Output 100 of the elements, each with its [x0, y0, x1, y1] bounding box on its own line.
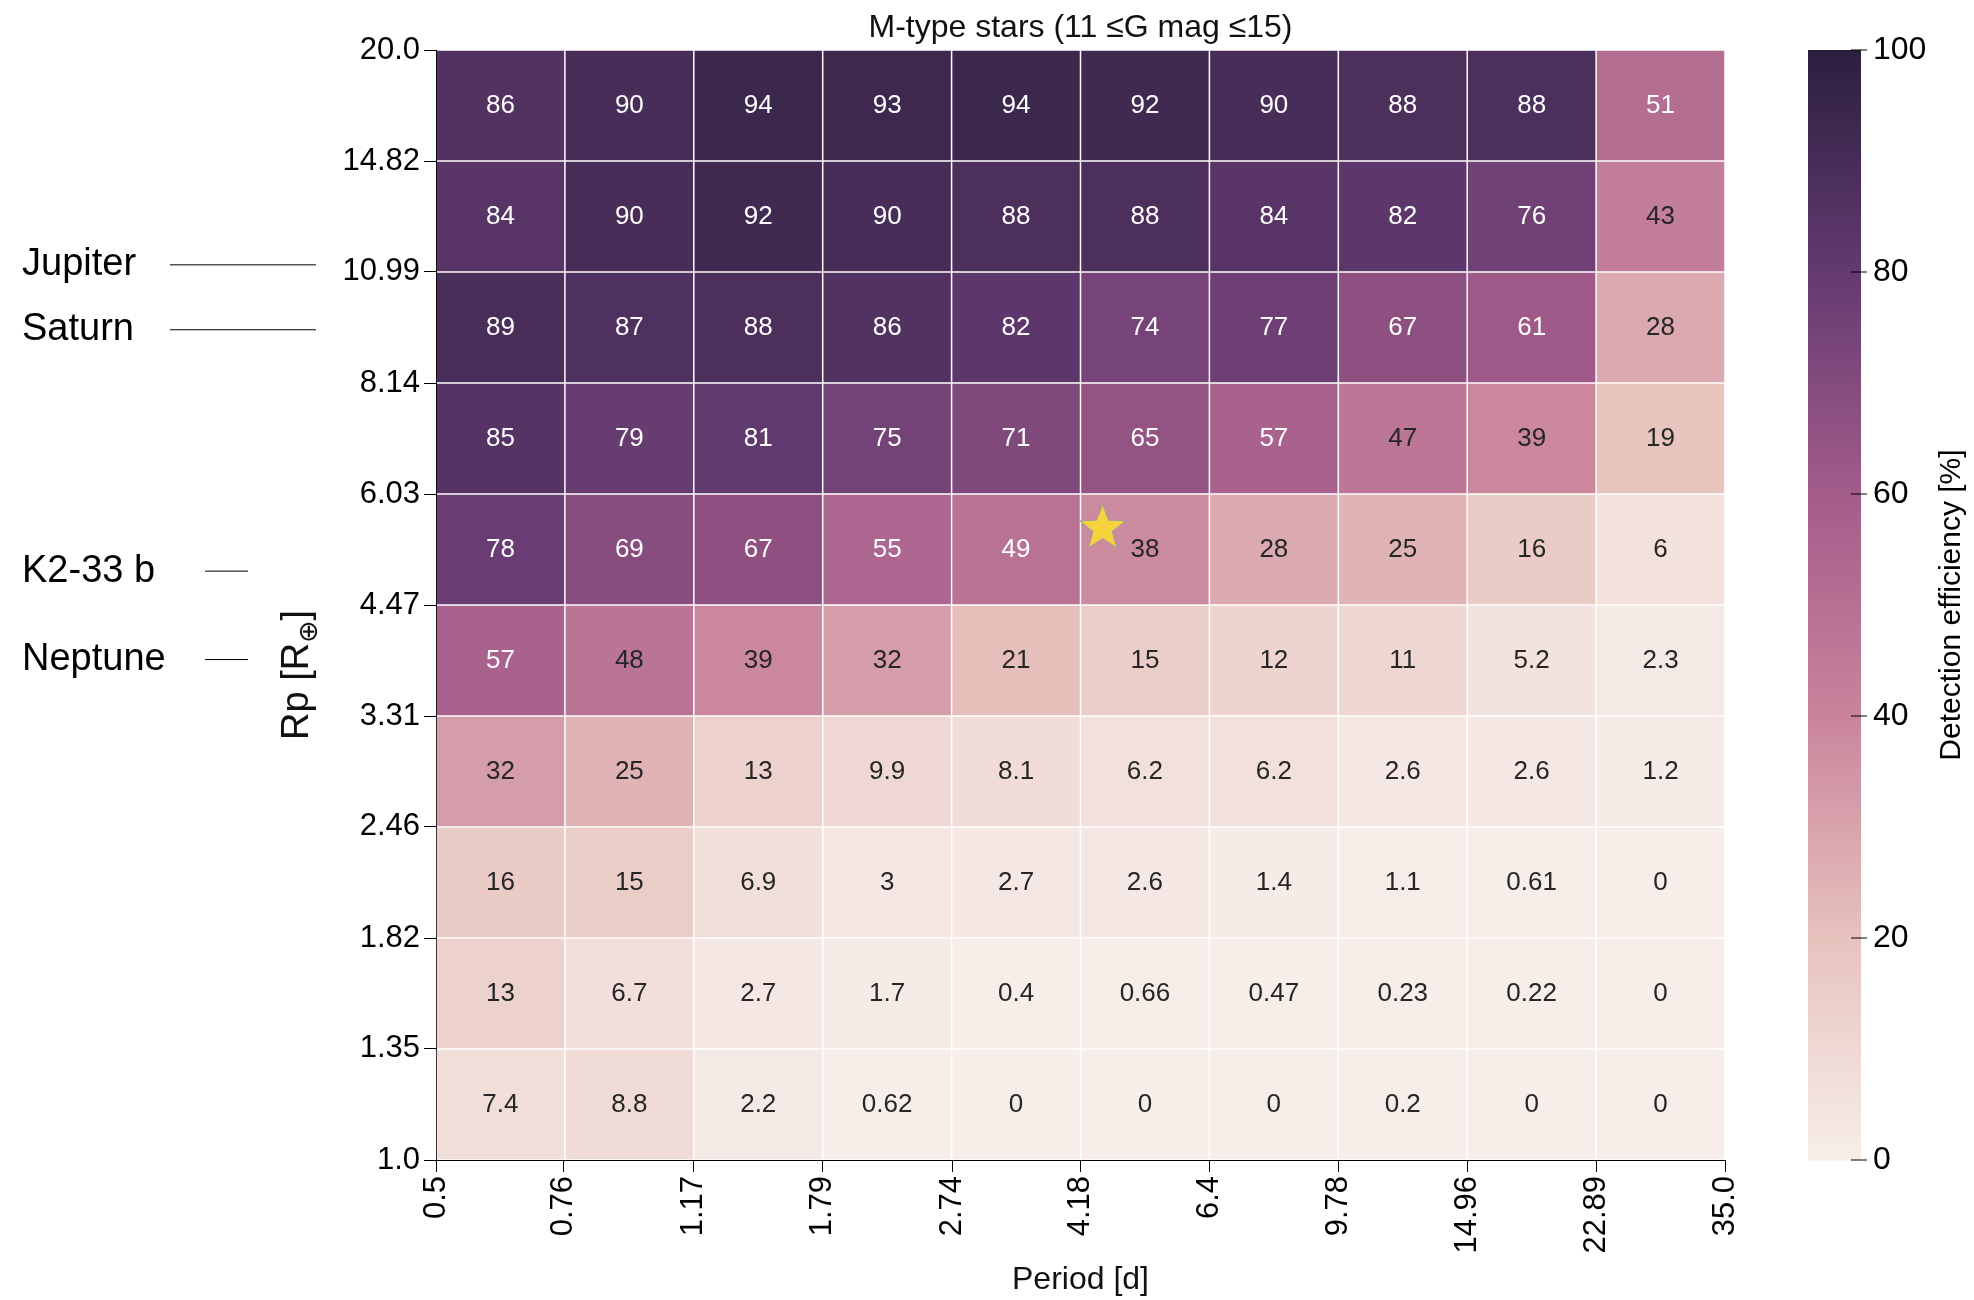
- data-label: 2.3: [1642, 643, 1679, 674]
- data-label: 0: [1266, 1087, 1282, 1118]
- data-label: 28: [1646, 310, 1676, 341]
- y-tick-label: 20.0: [359, 30, 420, 66]
- data-label: 67: [743, 532, 773, 563]
- x-tick-label: 0.76: [543, 1176, 579, 1237]
- y-tick-label: 2.46: [359, 807, 420, 843]
- data-label: 67: [1388, 310, 1418, 341]
- data-label: 2.7: [740, 976, 777, 1007]
- ref-line-label: Neptune: [22, 636, 166, 679]
- y-tick-label: 8.14: [359, 363, 420, 399]
- data-label: 89: [485, 310, 515, 341]
- data-label: 86: [485, 88, 515, 119]
- x-tick-label: 6.4: [1190, 1176, 1226, 1220]
- data-label: 6.2: [1126, 754, 1164, 785]
- y-tick-label: 3.31: [359, 697, 420, 733]
- data-label: 77: [1259, 310, 1289, 341]
- data-label: 16: [485, 865, 515, 896]
- data-label: 0: [1653, 865, 1668, 896]
- y-tick-label: 1.35: [359, 1029, 420, 1065]
- data-label: 90: [872, 199, 902, 230]
- data-label: 2.2: [740, 1087, 777, 1118]
- data-label: 0: [1137, 1087, 1153, 1118]
- data-label: 16: [1517, 532, 1547, 563]
- data-label: 88: [743, 310, 773, 341]
- data-label: 78: [485, 532, 515, 563]
- chart-title: M-type stars (11 ≤G mag ≤15): [868, 7, 1293, 44]
- data-label: 0.4: [997, 976, 1035, 1007]
- data-label: 84: [1259, 199, 1289, 230]
- data-label: 39: [1517, 421, 1547, 452]
- ref-line-label: Jupiter: [22, 241, 137, 284]
- data-label: 69: [614, 532, 644, 563]
- y-axis-title: Rp [R⊕]: [274, 610, 323, 740]
- data-label: 1.1: [1384, 865, 1421, 896]
- data-label: 21: [1001, 643, 1031, 674]
- data-label: 13: [743, 754, 773, 785]
- data-label: 1.4: [1255, 865, 1292, 896]
- data-label: 90: [1259, 88, 1289, 119]
- data-label: 88: [1001, 199, 1031, 230]
- data-label: 93: [872, 88, 902, 119]
- x-tick-label: 4.18: [1060, 1176, 1096, 1237]
- data-label: 2.6: [1513, 754, 1550, 785]
- data-label: 82: [1001, 310, 1031, 341]
- data-label: 9.9: [869, 754, 906, 785]
- data-label: 75: [872, 421, 902, 452]
- data-label: 48: [614, 643, 644, 674]
- data-label: 81: [743, 421, 773, 452]
- x-tick-label: 14.96: [1447, 1176, 1483, 1254]
- data-label: 0.47: [1248, 976, 1300, 1007]
- data-label: 19: [1646, 421, 1676, 452]
- data-label: 84: [485, 199, 515, 230]
- x-tick-label: 1.17: [674, 1176, 710, 1237]
- y-tick-label: 4.47: [359, 585, 420, 621]
- y-tick-label: 14.82: [342, 141, 420, 177]
- data-label: 25: [614, 754, 644, 785]
- data-label: 8.8: [611, 1087, 648, 1118]
- data-label: 94: [1001, 88, 1031, 119]
- data-label: 25: [1388, 532, 1418, 563]
- data-label: 47: [1388, 421, 1418, 452]
- data-label: 3: [879, 865, 895, 896]
- data-label: 6.2: [1255, 754, 1292, 785]
- color-bar-label: 20: [1873, 917, 1909, 954]
- data-label: 12: [1259, 643, 1289, 674]
- data-label: 88: [1517, 88, 1547, 119]
- data-label: 43: [1646, 199, 1676, 230]
- data-label: 94: [743, 88, 773, 119]
- data-label: 49: [1001, 532, 1031, 563]
- data-label: 0.23: [1377, 976, 1429, 1007]
- data-label: 5.2: [1513, 643, 1550, 674]
- data-label: 2.6: [1384, 754, 1421, 785]
- data-label: 32: [485, 754, 515, 785]
- x-axis-title: Period [d]: [1012, 1259, 1149, 1296]
- data-label: 28: [1259, 532, 1289, 563]
- y-tick-label: 1.82: [359, 918, 420, 954]
- data-label: 0: [1653, 976, 1668, 1007]
- y-tick-label: 6.03: [359, 474, 420, 510]
- data-label: 0.61: [1506, 865, 1557, 896]
- data-label: 15: [1130, 643, 1160, 674]
- data-label: 6.7: [611, 976, 648, 1007]
- data-label: 92: [743, 199, 773, 230]
- data-label: 0: [1008, 1087, 1024, 1118]
- data-label: 90: [614, 88, 644, 119]
- data-label: 2.6: [1126, 865, 1164, 896]
- data-label: 87: [614, 310, 644, 341]
- data-label: 88: [1388, 88, 1418, 119]
- y-tick-label: 10.99: [342, 252, 420, 288]
- data-label: 55: [872, 532, 902, 563]
- x-tick-label: 0.5: [416, 1176, 452, 1220]
- data-label: 0.66: [1119, 976, 1171, 1007]
- ref-line-label: Saturn: [22, 306, 134, 349]
- data-label: 65: [1130, 421, 1160, 452]
- data-label: 79: [614, 421, 644, 452]
- x-tick-label: 9.78: [1318, 1176, 1354, 1237]
- data-label: 85: [485, 421, 515, 452]
- data-label: 32: [872, 643, 902, 674]
- data-label: 11: [1389, 643, 1417, 674]
- data-label: 38: [1130, 532, 1160, 563]
- data-label: 57: [485, 643, 515, 674]
- y-tick-label: 1.0: [376, 1140, 420, 1176]
- color-bar-label: 0: [1873, 1139, 1891, 1176]
